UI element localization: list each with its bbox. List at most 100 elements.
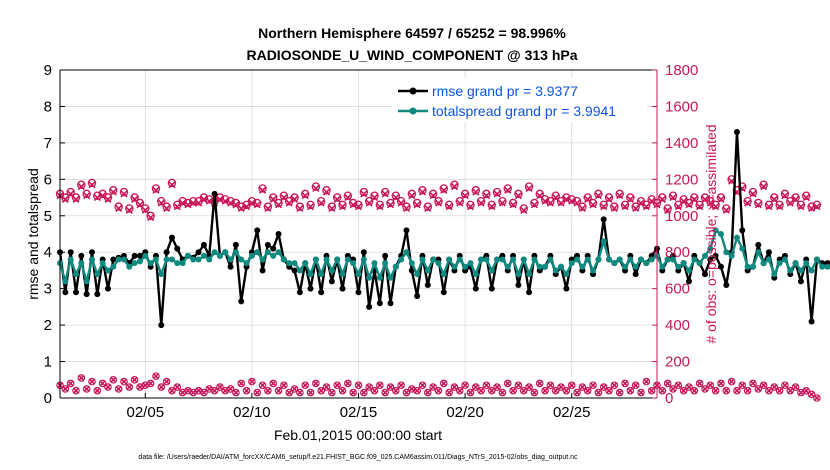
obs-low-point <box>647 386 656 395</box>
obs-possible-point <box>583 193 592 202</box>
totalspread-point <box>472 271 479 278</box>
x-tick-label: 02/25 <box>553 404 591 421</box>
obs-possible-point <box>450 180 459 190</box>
totalspread-point <box>648 256 655 263</box>
totalspread-point <box>248 252 255 259</box>
totalspread-point <box>701 252 708 259</box>
totalspread-point <box>723 249 730 256</box>
rmse-point <box>339 285 346 292</box>
rmse-point <box>355 289 362 296</box>
obs-assimilated-point <box>626 195 634 203</box>
legend-box <box>392 78 647 122</box>
obs-assimilated-point <box>797 203 805 211</box>
obs-possible-point <box>290 193 299 202</box>
totalspread-point <box>344 256 351 263</box>
rmse-point <box>632 271 639 278</box>
obs-assimilated-point <box>136 201 144 209</box>
obs-low-point <box>589 381 597 390</box>
totalspread-point <box>717 231 724 237</box>
obs-assimilated-point <box>792 195 800 203</box>
totalspread-point <box>792 260 799 267</box>
obs-possible-point <box>695 200 704 210</box>
rmse-point <box>563 285 570 292</box>
obs-low-x-point <box>126 383 133 391</box>
obs-low-x-point <box>605 387 613 394</box>
totalspread-point <box>222 249 229 256</box>
obs-low-x-point <box>350 389 357 396</box>
rmse-point <box>403 227 410 234</box>
obs-assimilated-point <box>594 192 602 200</box>
totalspread-point <box>211 249 218 256</box>
totalspread-point <box>584 256 591 263</box>
obs-possible-point <box>738 182 747 191</box>
obs-low-point <box>466 388 475 397</box>
obs-low-point <box>290 385 299 393</box>
obs-low-x-point <box>568 382 575 389</box>
totalspread-point <box>797 267 804 274</box>
obs-low-x-point <box>600 383 607 391</box>
obs-low-x-point <box>392 387 399 394</box>
obs-assimilated-point <box>578 204 586 213</box>
totalspread-point <box>643 260 650 267</box>
obs-assimilated-point <box>440 186 448 194</box>
obs-assimilated-point <box>808 204 816 213</box>
obs-assimilated-point <box>67 190 75 198</box>
obs-low-x-point <box>723 387 730 394</box>
footer-filepath: data file: /Users/raeder/DAI/ATM_forcXX/… <box>138 454 578 461</box>
totalspread-point <box>382 260 389 267</box>
obs-assimilated-point <box>360 190 368 198</box>
rmse-point <box>254 227 261 234</box>
obs-assimilated-point <box>525 184 533 193</box>
totalspread-point <box>483 256 490 263</box>
obs-low-point <box>674 381 683 390</box>
obs-low-point <box>349 388 357 397</box>
obs-assimilated-point <box>274 201 283 209</box>
rmse-point <box>472 285 479 292</box>
obs-assimilated-point <box>141 206 149 214</box>
totalspread-point <box>238 256 245 263</box>
obs-possible-point <box>306 200 315 210</box>
obs-assimilated-point <box>392 193 400 202</box>
obs-possible-point <box>316 196 326 206</box>
obs-possible-point <box>396 196 406 206</box>
obs-low-point <box>344 379 352 388</box>
obs-assimilated-point <box>429 192 437 200</box>
totalspread-point <box>72 271 79 278</box>
obs-assimilated-point <box>749 190 757 198</box>
obs-low-point <box>66 379 75 388</box>
obs-low-x-point <box>685 383 693 391</box>
obs-low-point <box>439 379 448 388</box>
obs-possible-point <box>492 187 502 197</box>
obs-assimilated-point <box>488 203 496 211</box>
obs-low-x-point <box>515 382 522 389</box>
obs-low-x-point <box>669 385 677 393</box>
obs-low-x-point <box>312 380 320 387</box>
totalspread-point <box>669 256 676 263</box>
obs-assimilated-point <box>237 204 245 213</box>
obs-low-x-point <box>445 389 453 396</box>
obs-possible-point <box>476 196 486 206</box>
obs-low-x-point <box>595 389 602 396</box>
obs-low-x-point <box>158 383 165 391</box>
obs-low-x-point <box>291 385 298 393</box>
obs-possible-point <box>572 196 582 206</box>
obs-assimilated-point <box>770 195 778 203</box>
obs-low-point <box>791 383 800 391</box>
rmse-point <box>275 231 282 237</box>
totalspread-point <box>813 256 820 263</box>
rmse-point <box>195 249 202 256</box>
obs-possible-point <box>759 180 768 190</box>
totalspread-point <box>563 271 570 278</box>
rmse-point <box>600 216 607 223</box>
obs-possible-point <box>722 204 731 213</box>
obs-low-point <box>402 388 411 397</box>
obs-low-point <box>487 386 496 395</box>
obs-low-x-point <box>147 380 154 387</box>
totalspread-point <box>398 256 405 263</box>
obs-assimilated-point <box>450 183 459 191</box>
obs-possible-point <box>178 196 187 206</box>
obs-assimilated-point <box>776 203 784 211</box>
totalspread-point <box>488 267 495 274</box>
obs-assimilated-point <box>781 192 789 200</box>
obs-low-point <box>365 383 373 391</box>
